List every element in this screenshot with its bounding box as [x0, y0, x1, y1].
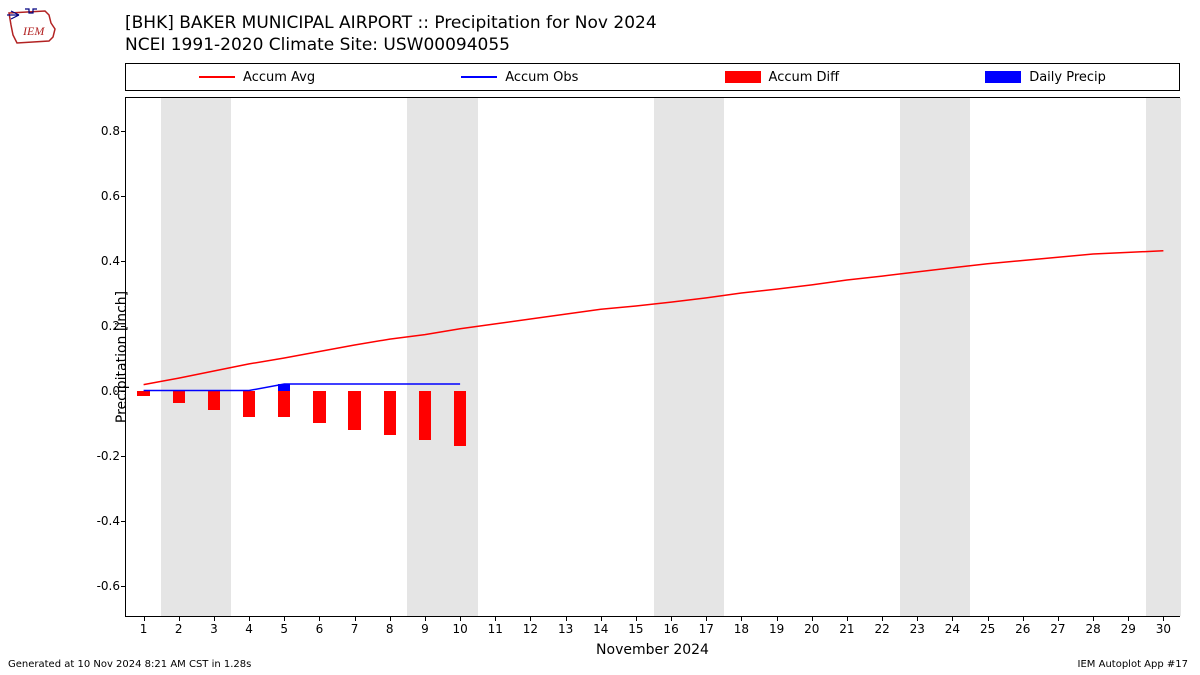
footer-generated-at: Generated at 10 Nov 2024 8:21 AM CST in … [8, 659, 251, 670]
x-tick-mark [636, 616, 637, 621]
legend-swatch-line [199, 76, 235, 78]
x-tick-label: 10 [452, 622, 467, 636]
y-tick-label: 0.2 [88, 319, 120, 333]
legend-item-accum-diff: Accum Diff [725, 70, 840, 85]
x-tick-label: 13 [558, 622, 573, 636]
x-tick-mark [952, 616, 953, 621]
line-series-layer [126, 98, 1179, 616]
x-tick-mark [566, 616, 567, 621]
svg-text:IEM: IEM [22, 24, 45, 38]
x-tick-mark [601, 616, 602, 621]
x-tick-mark [249, 616, 250, 621]
legend-label: Daily Precip [1029, 70, 1106, 85]
x-tick-mark [319, 616, 320, 621]
x-tick-mark [390, 616, 391, 621]
x-tick-mark [144, 616, 145, 621]
accum-obs-line [144, 384, 461, 391]
x-tick-mark [530, 616, 531, 621]
x-tick-label: 19 [769, 622, 784, 636]
x-tick-mark [741, 616, 742, 621]
x-tick-label: 15 [628, 622, 643, 636]
y-tick-label: -0.6 [88, 579, 120, 593]
x-tick-label: 3 [210, 622, 218, 636]
x-tick-label: 30 [1156, 622, 1171, 636]
x-tick-mark [284, 616, 285, 621]
legend-label: Accum Diff [769, 70, 840, 85]
x-tick-label: 8 [386, 622, 394, 636]
legend-swatch-box [725, 71, 761, 83]
legend-swatch-box [985, 71, 1021, 83]
x-tick-label: 17 [699, 622, 714, 636]
y-tick-label: 0.6 [88, 189, 120, 203]
x-tick-label: 16 [663, 622, 678, 636]
x-tick-label: 28 [1085, 622, 1100, 636]
x-tick-mark [1058, 616, 1059, 621]
x-tick-label: 11 [488, 622, 503, 636]
x-tick-mark [1093, 616, 1094, 621]
x-tick-mark [917, 616, 918, 621]
x-tick-label: 24 [945, 622, 960, 636]
accum-avg-line [144, 251, 1164, 385]
chart-title: [BHK] BAKER MUNICIPAL AIRPORT :: Precipi… [125, 12, 657, 56]
x-tick-label: 6 [316, 622, 324, 636]
x-tick-mark [706, 616, 707, 621]
y-tick-label: -0.4 [88, 514, 120, 528]
x-tick-mark [1163, 616, 1164, 621]
iem-logo: IEM [5, 5, 60, 47]
x-tick-mark [460, 616, 461, 621]
x-tick-label: 18 [734, 622, 749, 636]
legend-swatch-line [461, 76, 497, 78]
x-tick-label: 26 [1015, 622, 1030, 636]
x-tick-label: 22 [874, 622, 889, 636]
legend-label: Accum Obs [505, 70, 578, 85]
x-tick-label: 25 [980, 622, 995, 636]
x-tick-mark [1128, 616, 1129, 621]
x-axis-label: November 2024 [596, 642, 709, 658]
y-tick-label: -0.2 [88, 449, 120, 463]
legend-item-daily-precip: Daily Precip [985, 70, 1106, 85]
x-tick-mark [495, 616, 496, 621]
x-tick-label: 27 [1050, 622, 1065, 636]
x-tick-mark [671, 616, 672, 621]
x-tick-label: 29 [1121, 622, 1136, 636]
x-tick-mark [1023, 616, 1024, 621]
x-tick-mark [847, 616, 848, 621]
x-tick-mark [355, 616, 356, 621]
x-tick-label: 9 [421, 622, 429, 636]
x-tick-mark [988, 616, 989, 621]
x-tick-label: 4 [245, 622, 253, 636]
x-tick-label: 2 [175, 622, 183, 636]
y-tick-label: 0.0 [88, 384, 120, 398]
x-tick-mark [882, 616, 883, 621]
legend-item-accum-avg: Accum Avg [199, 70, 315, 85]
y-tick-label: 0.4 [88, 254, 120, 268]
x-tick-label: 21 [839, 622, 854, 636]
x-tick-mark [425, 616, 426, 621]
x-tick-mark [777, 616, 778, 621]
x-tick-mark [812, 616, 813, 621]
x-tick-label: 20 [804, 622, 819, 636]
y-tick-label: 0.8 [88, 124, 120, 138]
x-tick-label: 14 [593, 622, 608, 636]
legend-item-accum-obs: Accum Obs [461, 70, 578, 85]
title-line-2: NCEI 1991-2020 Climate Site: USW00094055 [125, 34, 657, 56]
x-tick-mark [214, 616, 215, 621]
legend: Accum Avg Accum Obs Accum Diff Daily Pre… [125, 63, 1180, 91]
footer-app-id: IEM Autoplot App #17 [1078, 659, 1188, 670]
x-tick-label: 23 [910, 622, 925, 636]
iowa-outline-icon: IEM [5, 5, 60, 47]
x-tick-label: 5 [280, 622, 288, 636]
title-line-1: [BHK] BAKER MUNICIPAL AIRPORT :: Precipi… [125, 12, 657, 34]
x-tick-label: 7 [351, 622, 359, 636]
x-tick-label: 12 [523, 622, 538, 636]
x-tick-label: 1 [140, 622, 148, 636]
x-tick-mark [179, 616, 180, 621]
legend-label: Accum Avg [243, 70, 315, 85]
precipitation-chart: Precipitation [inch] November 2024 -0.6-… [125, 97, 1180, 617]
